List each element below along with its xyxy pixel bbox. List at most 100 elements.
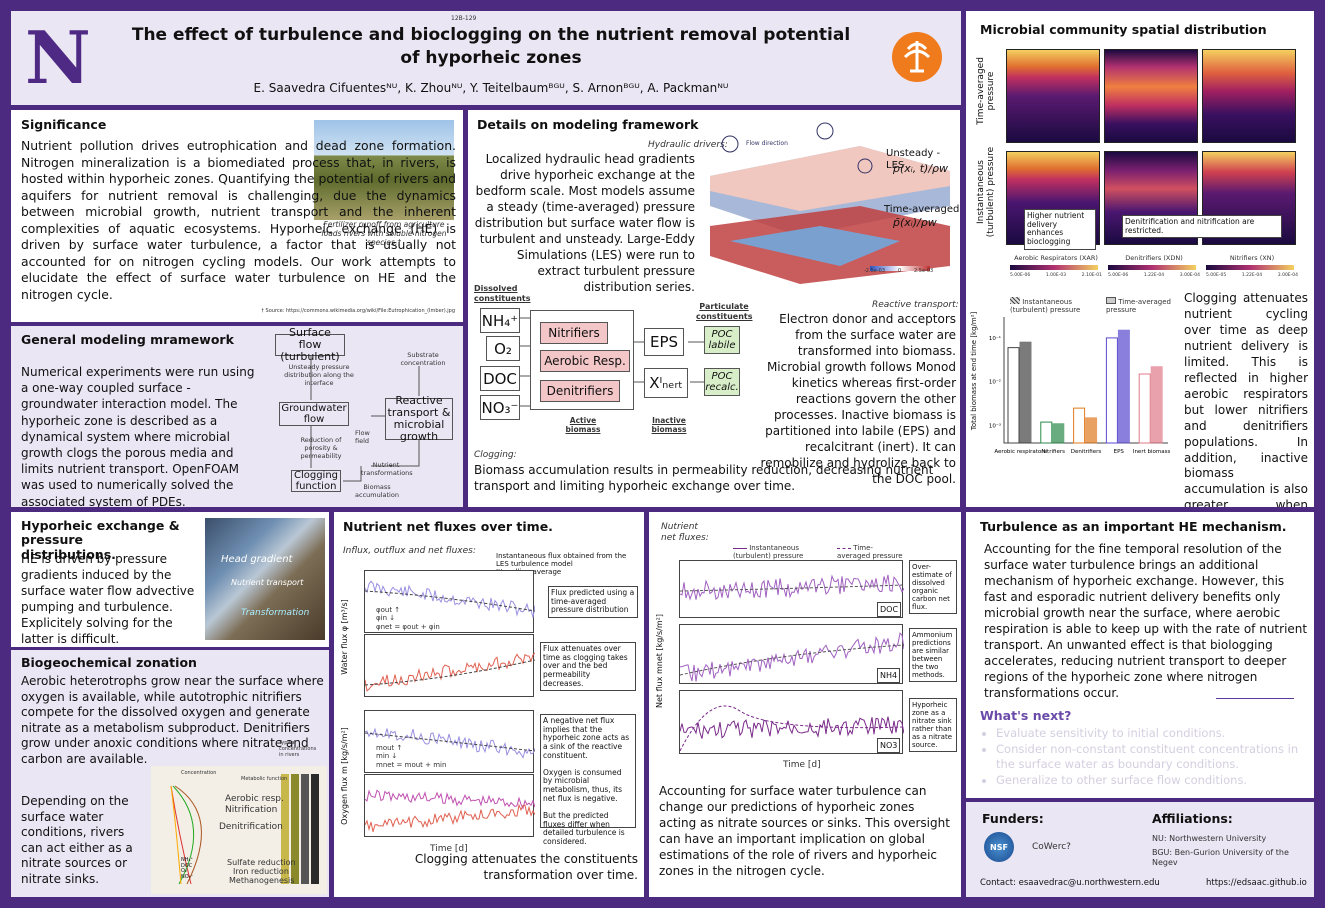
affil-nu: NU: Northwestern University	[1152, 834, 1267, 843]
cbar-mid: 0	[898, 268, 902, 274]
aerobic-label: Aerobic resp.	[225, 794, 284, 804]
cbar-ticks-xn: 5.00E-05 1.22E-04 3.00E-04	[1206, 273, 1298, 278]
head-gradient-label: Head gradient	[221, 554, 293, 565]
eps-box: EPS	[644, 328, 684, 356]
flux-note2-b: Oxygen is consumed by microbial metaboli…	[543, 767, 623, 803]
bar-1-1	[1052, 423, 1065, 444]
nh4-svg	[679, 632, 905, 682]
legend-inst: Instantaneous (turbulent) pressure	[1010, 297, 1100, 315]
bio-denitrifiers: Denitrifiers	[540, 380, 620, 402]
of1-svg	[364, 727, 536, 759]
title-line2: of hyporheic zones	[400, 47, 582, 68]
hyporheic-panel: Hyporheic exchange & pressure distributi…	[11, 512, 329, 647]
denitrification-label: Denitrification	[219, 822, 283, 832]
net-doc-plot	[679, 560, 905, 618]
biogeo-body: Aerobic heterotrophs grow near the surfa…	[21, 674, 324, 766]
water-flux-plot2	[364, 634, 536, 697]
bio-aerobic: Aerobic Resp.	[540, 350, 630, 372]
authors: E. Saavedra Cifuentesᴺᵁ, K. Zhouᴺᵁ, Y. T…	[253, 81, 729, 95]
particulate-label: Particulate constituents	[696, 302, 753, 321]
nutrient-label: Nutrient transformations	[361, 461, 413, 477]
flux-footer: Clogging attenuates the constituents tra…	[414, 852, 638, 882]
hydraulic-label: Hydraulic drivers:	[648, 140, 728, 150]
cowerc: CoWerc?	[1032, 842, 1071, 852]
reactive-label: Reactive transport:	[872, 300, 959, 310]
bar-4-0	[1138, 373, 1151, 444]
hydraulic-body: Localized hydraulic head gradients drive…	[474, 152, 695, 294]
flux-note1: Flux attenuates over time as clogging ta…	[540, 642, 636, 692]
turb-panel: Turbulence as an important HE mechanism.…	[966, 512, 1314, 798]
biomass-ytick-0: 10⁻¹	[989, 335, 1001, 342]
hyporheic-body: HE is driven by pressure gradients induc…	[21, 552, 195, 646]
cbar-ticks-xar: 5.00E-06 1.00E-03 2.10E-01	[1010, 273, 1102, 278]
bar-4-1	[1150, 366, 1163, 444]
reactive-box: Reactive transport & microbial growth	[385, 394, 453, 443]
gw-flow-box: Groundwater flow	[279, 402, 349, 426]
biomass-xtick-0: Aerobic respirators	[994, 449, 1046, 455]
wf1-svg	[364, 580, 536, 618]
net-leg-inst: Instantaneous (turbulent) pressure	[733, 544, 823, 561]
turb-body: Accounting for the fine temporal resolut…	[984, 542, 1308, 700]
unsteady-eq: p(xᵢ, t)/ρw	[893, 162, 949, 175]
microbial-body-top: Clogging attenuates nutrient cycling ove…	[1184, 291, 1308, 507]
unsteady-les-label: Unsteady - LES	[886, 148, 941, 171]
poster-code: 12B-129	[451, 15, 477, 22]
bar-0-0	[1007, 347, 1020, 444]
bar-2-0	[1073, 407, 1086, 444]
flux-note2-c: But the predicted fluxes differ when det…	[543, 810, 625, 846]
net-xlabel: Time [d]	[783, 760, 821, 770]
net-nh4-plot	[679, 624, 905, 684]
cbar-xn	[1206, 265, 1294, 270]
affil-heading: Affiliations:	[1152, 811, 1233, 826]
website[interactable]: https://edsaac.github.io	[1206, 878, 1307, 888]
biomass-xtick-1: Nitrifiers	[1041, 449, 1065, 455]
biomass-ytick-2: 10⁻³	[989, 423, 1001, 430]
biomass-xtick-4: Inert biomass	[1133, 449, 1171, 455]
net-panel: Nutrient net fluxes: Instantaneous (turb…	[649, 512, 961, 897]
flux-note2: A negative net flux implies that the hyp…	[540, 714, 636, 846]
affil-bgu: BGU: Ben-Gurion University of the Negev	[1152, 848, 1289, 867]
tick-xdn-2: 3.00E-04	[1179, 273, 1200, 278]
oxygen-flux-plot1	[364, 710, 536, 773]
bio-nitrifiers: Nitrifiers	[540, 322, 608, 344]
biomass-ylabel: Total biomass at end time [kg/m²]	[970, 311, 978, 431]
map-xar-tavg	[1006, 49, 1100, 143]
contact[interactable]: Contact: esaavedrac@u.northwestern.edu	[980, 878, 1160, 888]
clogging-label: Clogging:	[474, 450, 517, 460]
net-sub: Nutrient net fluxes:	[661, 522, 709, 543]
fertilizer-photo	[314, 120, 454, 220]
net-note2: Ammonium predictions are similar between…	[909, 628, 957, 683]
logo-northwestern: N	[25, 15, 91, 100]
biomass-xtick-2: Denitrifiers	[1071, 449, 1102, 455]
tag-nh4: NH4	[877, 668, 901, 684]
poc-labile: POC labile	[704, 326, 740, 354]
reduction-label: Reduction of porosity & permeability	[300, 436, 342, 460]
fluxes-sub: Influx, outflux and net fluxes:	[343, 546, 476, 556]
col-xar: Aerobic Respirators (XAR)	[1014, 254, 1098, 262]
significance-heading: Significance	[21, 117, 107, 132]
zonation-diagram	[151, 766, 327, 894]
reaction-arrows	[520, 317, 704, 407]
l1-0: φout ↑	[376, 606, 401, 614]
header-panel: N 12B-129 The effect of turbulence and b…	[11, 11, 961, 105]
tavg-label: Time-averaged	[884, 204, 960, 215]
flux-l1: φout ↑ φin ↓ φnet = φout + φin	[376, 606, 440, 631]
next-heading: What's next?	[980, 708, 1072, 723]
framework-arrows	[310, 356, 420, 482]
nitrification-label: Nitrification	[225, 805, 278, 815]
biomass-ytick-1: 10⁻²	[989, 379, 1001, 386]
nsf-logo: NSF	[984, 832, 1014, 862]
l2-0: mout ↑	[376, 744, 403, 752]
cbar-min: -2.5e-03	[864, 268, 885, 274]
biomass-xtick-3: EPS	[1114, 449, 1125, 455]
cbars	[1010, 265, 1300, 271]
nutrient-transport-label: Nutrient transport	[231, 578, 304, 587]
legend-doc: DOC	[181, 862, 193, 869]
tick-xar-0: 5.00E-06	[1010, 273, 1031, 278]
tag-no3: NO3	[877, 738, 901, 754]
photo-caption: Fertilizer runoff from agriculture loads…	[321, 220, 447, 247]
typical-label: Typical concentrations in rivers	[279, 740, 317, 758]
mol-nh4: NH₄⁺	[480, 308, 520, 333]
bar-3-1	[1117, 329, 1130, 444]
